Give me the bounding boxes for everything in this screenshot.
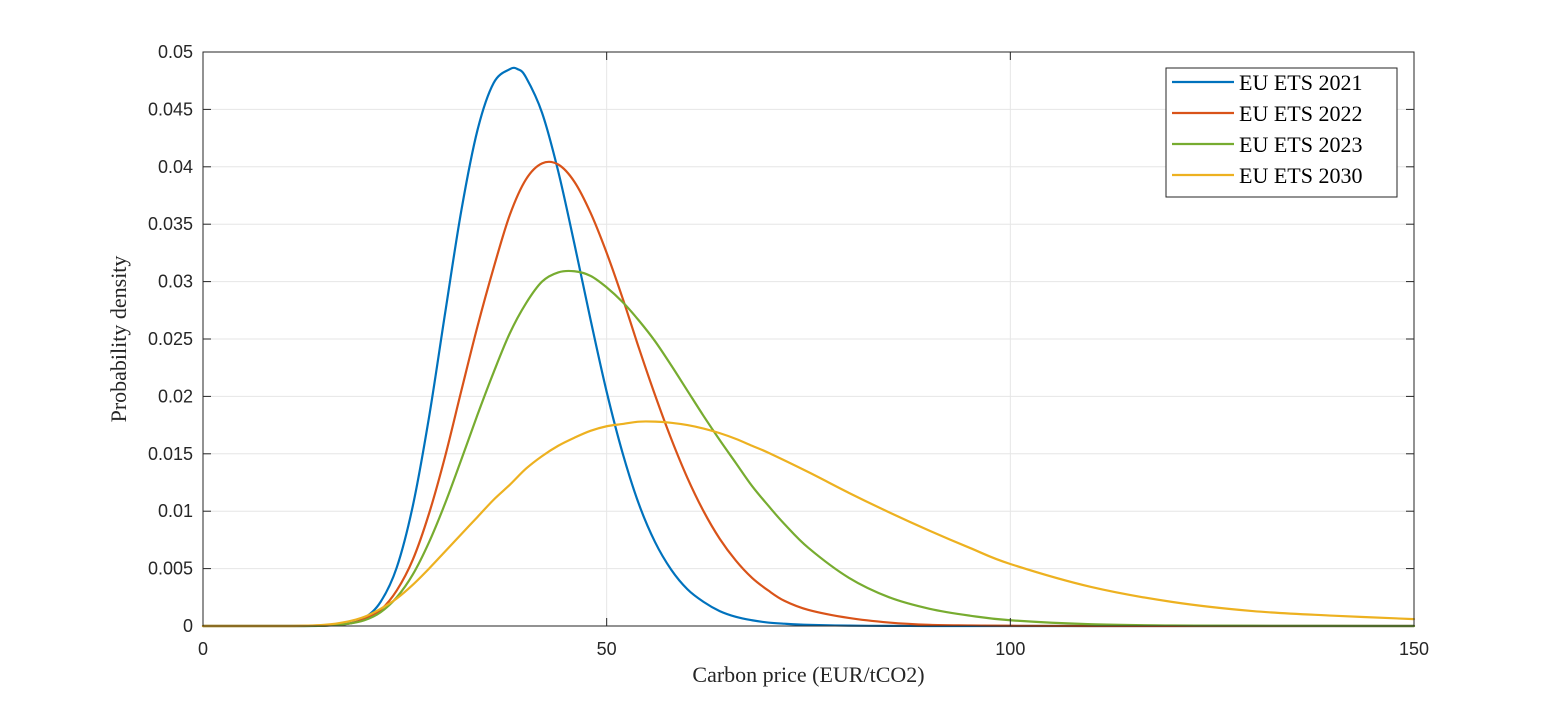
series-line-3 <box>201 269 1416 628</box>
legend-label: EU ETS 2023 <box>1239 132 1362 157</box>
y-tick-label: 0.03 <box>158 272 193 292</box>
legend-label: EU ETS 2021 <box>1239 70 1362 95</box>
y-axis-title: Probability density <box>106 256 131 423</box>
y-tick-label: 0.02 <box>158 386 193 406</box>
legend-label: EU ETS 2022 <box>1239 101 1362 126</box>
y-tick-label: 0.045 <box>148 99 193 119</box>
x-tick-label: 100 <box>995 639 1025 659</box>
x-tick-label: 0 <box>198 639 208 659</box>
legend-label: EU ETS 2030 <box>1239 163 1362 188</box>
y-tick-label: 0.05 <box>158 42 193 62</box>
series-line-2 <box>201 160 1416 628</box>
series-line-4 <box>201 420 1416 628</box>
x-tick-label: 50 <box>597 639 617 659</box>
legend: EU ETS 2021 EU ETS 2022 EU ETS 2023 EU ETS … <box>1165 67 1398 198</box>
y-tick-label: 0.04 <box>158 157 193 177</box>
x-axis-title: Carbon price (EUR/tCO2) <box>692 662 924 687</box>
y-tick-label: 0.025 <box>148 329 193 349</box>
y-tick-label: 0.005 <box>148 559 193 579</box>
y-tick-label: 0.035 <box>148 214 193 234</box>
axes: 0 50 100 150 0 0.005 0.01 0.015 0.02 0.025 0.03 0.0… <box>148 42 1429 659</box>
x-tick-label: 150 <box>1399 639 1429 659</box>
y-tick-label: 0.015 <box>148 444 193 464</box>
y-tick-label: 0 <box>183 616 193 636</box>
y-tick-label: 0.01 <box>158 501 193 521</box>
